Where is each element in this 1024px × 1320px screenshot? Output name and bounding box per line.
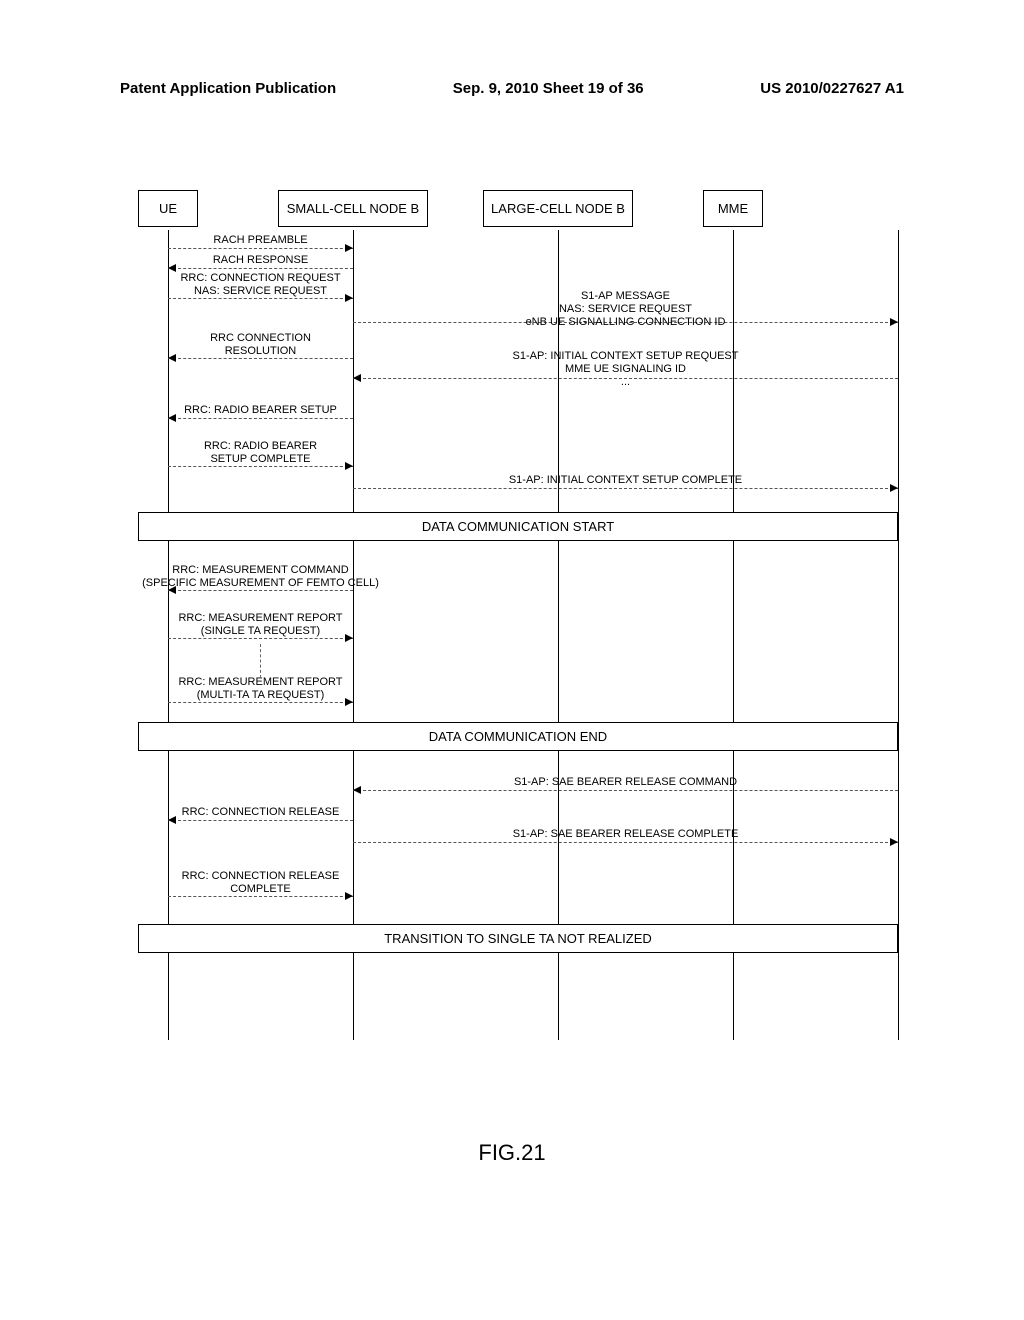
header-center: Sep. 9, 2010 Sheet 19 of 36 (453, 80, 644, 97)
message-label: S1-AP: INITIAL CONTEXT SETUP COMPLETE (353, 474, 898, 487)
message-text-line: RRC: MEASUREMENT REPORT (168, 612, 353, 625)
header-right: US 2010/0227627 A1 (760, 80, 904, 97)
message-text-line: NAS: SERVICE REQUEST (353, 303, 898, 316)
message-text-line: RRC: CONNECTION REQUEST (168, 272, 353, 285)
message-label: S1-AP: SAE BEARER RELEASE COMPLETE (353, 828, 898, 841)
gap-dash (260, 644, 261, 678)
message-text-line: (SINGLE TA REQUEST) (168, 625, 353, 638)
message-text-line: RRC: RADIO BEARER (168, 440, 353, 453)
message-text-line: RRC CONNECTION (168, 332, 353, 345)
message-label: RACH RESPONSE (168, 254, 353, 267)
message-label: S1-AP: INITIAL CONTEXT SETUP REQUESTMME … (353, 350, 898, 390)
message-text-line: (SPECIFIC MEASUREMENT OF FEMTO CELL) (138, 577, 383, 590)
message-text-line: SETUP COMPLETE (168, 453, 353, 466)
message-text-line: RACH RESPONSE (168, 254, 353, 267)
message-label: RRC: MEASUREMENT COMMAND(SPECIFIC MEASUR… (138, 564, 383, 590)
actor-mme: MME (703, 190, 763, 227)
message-label: S1-AP MESSAGENAS: SERVICE REQUESTeNB UE … (353, 290, 898, 330)
actor-small: SMALL-CELL NODE B (278, 190, 428, 227)
message-text-line: S1-AP: SAE BEARER RELEASE COMMAND (353, 776, 898, 789)
message-text-line: MME UE SIGNALING ID (353, 363, 898, 376)
message-label: RACH PREAMBLE (168, 234, 353, 247)
message-arrow (168, 418, 353, 419)
page-header: Patent Application Publication Sep. 9, 2… (120, 80, 904, 97)
figure-caption: FIG.21 (0, 1140, 1024, 1166)
message-text-line: RRC: CONNECTION RELEASE (168, 806, 353, 819)
message-text-line: NAS: SERVICE REQUEST (168, 285, 353, 298)
message-label: RRC CONNECTIONRESOLUTION (168, 332, 353, 358)
message-text-line: ... (353, 376, 898, 389)
message-text-line: S1-AP: SAE BEARER RELEASE COMPLETE (353, 828, 898, 841)
message-arrow (353, 842, 898, 843)
message-arrow (353, 488, 898, 489)
message-text-line: COMPLETE (168, 883, 353, 896)
message-arrow (168, 268, 353, 269)
message-label: S1-AP: SAE BEARER RELEASE COMMAND (353, 776, 898, 789)
message-arrow (168, 820, 353, 821)
message-label: RRC: RADIO BEARERSETUP COMPLETE (168, 440, 353, 466)
message-text-line: S1-AP: INITIAL CONTEXT SETUP REQUEST (353, 350, 898, 363)
actor-large: LARGE-CELL NODE B (483, 190, 633, 227)
message-text-line: RESOLUTION (168, 345, 353, 358)
actor-ue: UE (138, 190, 198, 227)
message-label: RRC: CONNECTION RELEASE (168, 806, 353, 819)
message-text-line: RACH PREAMBLE (168, 234, 353, 247)
message-label: RRC: CONNECTION RELEASECOMPLETE (168, 870, 353, 896)
message-arrow (168, 248, 353, 249)
message-label: RRC: MEASUREMENT REPORT(MULTI-TA TA REQU… (168, 676, 353, 702)
message-text-line: S1-AP: INITIAL CONTEXT SETUP COMPLETE (353, 474, 898, 487)
message-label: RRC: MEASUREMENT REPORT(SINGLE TA REQUES… (168, 612, 353, 638)
message-text-line: RRC: CONNECTION RELEASE (168, 870, 353, 883)
message-text-line: RRC: RADIO BEARER SETUP (168, 404, 353, 417)
header-left: Patent Application Publication (120, 80, 336, 97)
message-text-line: S1-AP MESSAGE (353, 290, 898, 303)
message-text-line: (MULTI-TA TA REQUEST) (168, 689, 353, 702)
sequence-diagram: UE SMALL-CELL NODE B LARGE-CELL NODE B MME R… (138, 190, 898, 1040)
message-label: RRC: RADIO BEARER SETUP (168, 404, 353, 417)
message-arrow (353, 790, 898, 791)
phase-band: DATA COMMUNICATION START (138, 512, 898, 541)
message-text-line: eNB UE SIGNALLING CONNECTION ID (353, 316, 898, 329)
phase-band: TRANSITION TO SINGLE TA NOT REALIZED (138, 924, 898, 953)
message-text-line: RRC: MEASUREMENT COMMAND (138, 564, 383, 577)
lifeline-right-edge (898, 230, 899, 1040)
message-label: RRC: CONNECTION REQUESTNAS: SERVICE REQU… (168, 272, 353, 298)
phase-band: DATA COMMUNICATION END (138, 722, 898, 751)
